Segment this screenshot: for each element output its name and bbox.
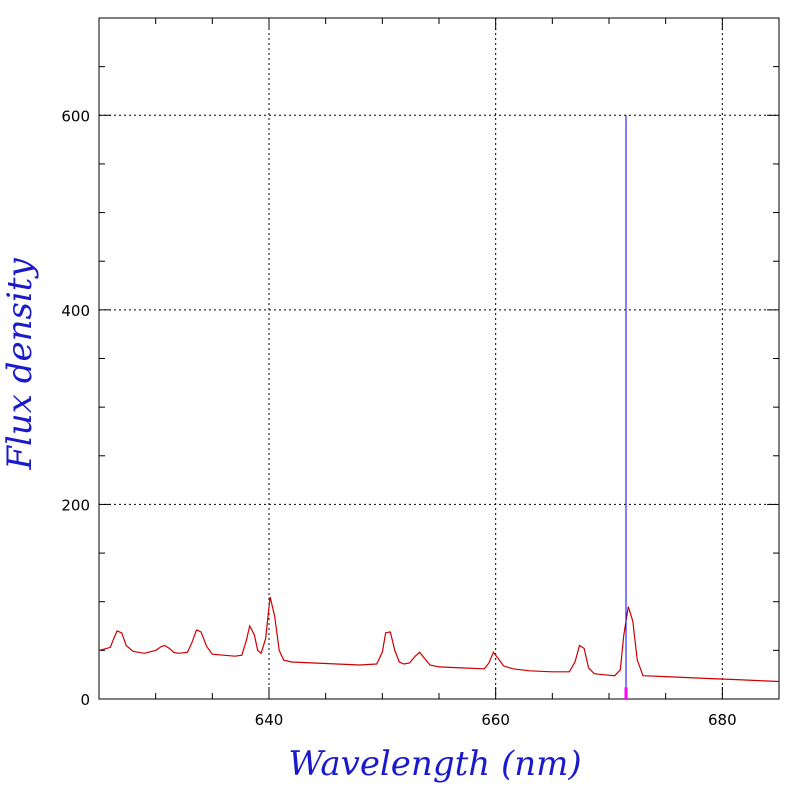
x-tick-label: 660	[481, 711, 510, 729]
y-axis-title: Flux density	[0, 258, 40, 471]
y-tick-labels: 0 200 400 600	[61, 107, 90, 709]
y-tick-label: 0	[80, 691, 90, 709]
y-tick-label: 400	[61, 302, 90, 320]
y-tick-label: 200	[61, 496, 90, 514]
x-tick-label: 640	[255, 711, 284, 729]
y-tick-label: 600	[61, 107, 90, 125]
x-tick-labels: 640 660 680	[255, 711, 737, 729]
spectrum-line	[98, 596, 780, 683]
x-axis-title: Wavelength (nm)	[288, 744, 581, 784]
x-tick-label: 680	[708, 711, 737, 729]
plot-frame	[98, 17, 780, 700]
grid-lines	[99, 18, 779, 699]
minor-ticks	[99, 18, 779, 699]
